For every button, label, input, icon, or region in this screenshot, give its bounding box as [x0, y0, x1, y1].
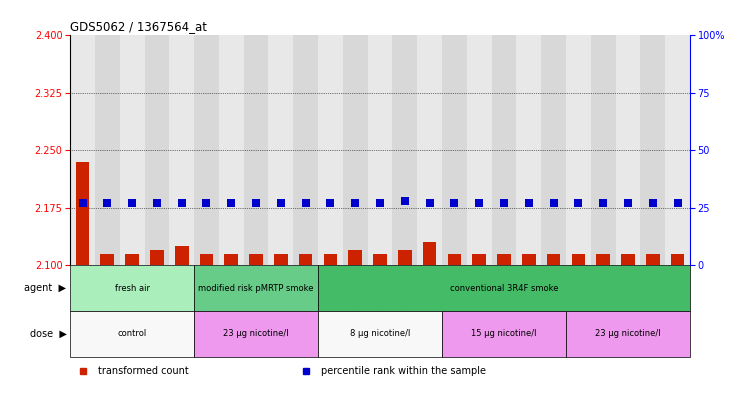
Bar — [572, 253, 585, 265]
Text: fresh air: fresh air — [114, 283, 150, 292]
Bar — [70, 35, 95, 265]
Bar — [70, 265, 194, 311]
Point — [374, 200, 386, 206]
Bar — [621, 253, 635, 265]
Point — [225, 200, 237, 206]
Bar — [566, 35, 591, 265]
Bar — [373, 253, 387, 265]
Bar — [95, 35, 120, 265]
Bar — [318, 35, 343, 265]
Point — [151, 200, 163, 206]
Point — [523, 200, 535, 206]
Bar — [194, 311, 318, 357]
Bar — [318, 265, 690, 311]
Bar — [100, 253, 114, 265]
Bar — [324, 253, 337, 265]
Text: modified risk pMRTP smoke: modified risk pMRTP smoke — [199, 283, 314, 292]
Text: 8 μg nicotine/l: 8 μg nicotine/l — [350, 329, 410, 338]
Point — [201, 200, 213, 206]
Bar — [398, 250, 412, 265]
Bar — [274, 253, 288, 265]
Point — [101, 200, 113, 206]
Bar — [169, 35, 194, 265]
Bar — [120, 35, 145, 265]
Point — [647, 200, 659, 206]
Bar — [318, 311, 442, 357]
Bar — [442, 311, 566, 357]
Point — [424, 200, 435, 206]
Text: dose  ▶: dose ▶ — [30, 329, 66, 339]
Bar — [175, 246, 188, 265]
Bar — [641, 35, 665, 265]
Bar — [76, 162, 89, 265]
Text: agent  ▶: agent ▶ — [24, 283, 66, 293]
Bar — [219, 35, 244, 265]
Point — [176, 200, 187, 206]
Point — [126, 200, 138, 206]
Bar — [70, 311, 194, 357]
Point — [399, 198, 411, 204]
Bar — [472, 253, 486, 265]
Point — [275, 200, 287, 206]
Text: percentile rank within the sample: percentile rank within the sample — [321, 366, 486, 376]
Point — [300, 200, 311, 206]
Point — [498, 200, 510, 206]
Text: 15 μg nicotine/l: 15 μg nicotine/l — [472, 329, 537, 338]
Bar — [150, 250, 164, 265]
Bar — [244, 35, 269, 265]
Bar — [442, 35, 467, 265]
Text: transformed count: transformed count — [98, 366, 189, 376]
Bar — [541, 35, 566, 265]
Point — [349, 200, 361, 206]
Bar — [293, 35, 318, 265]
Bar — [492, 35, 517, 265]
Point — [325, 200, 337, 206]
Text: 23 μg nicotine/l: 23 μg nicotine/l — [596, 329, 661, 338]
Bar — [224, 253, 238, 265]
Bar — [522, 253, 536, 265]
Bar — [467, 35, 492, 265]
Bar — [145, 35, 169, 265]
Bar — [671, 253, 684, 265]
Bar — [596, 253, 610, 265]
Point — [597, 200, 609, 206]
Text: control: control — [117, 329, 147, 338]
Bar — [299, 253, 312, 265]
Bar — [448, 253, 461, 265]
Bar — [591, 35, 615, 265]
Bar — [125, 253, 139, 265]
Point — [573, 200, 584, 206]
Text: 23 μg nicotine/l: 23 μg nicotine/l — [224, 329, 289, 338]
Bar — [566, 311, 690, 357]
Bar — [517, 35, 541, 265]
Bar — [547, 253, 560, 265]
Point — [622, 200, 634, 206]
Text: GDS5062 / 1367564_at: GDS5062 / 1367564_at — [70, 20, 207, 33]
Bar — [497, 253, 511, 265]
Bar — [665, 35, 690, 265]
Bar — [200, 253, 213, 265]
Point — [449, 200, 461, 206]
Point — [77, 200, 89, 206]
Bar — [646, 253, 660, 265]
Bar — [423, 242, 436, 265]
Point — [548, 200, 559, 206]
Bar — [249, 253, 263, 265]
Bar — [194, 265, 318, 311]
Point — [672, 200, 683, 206]
Bar — [343, 35, 368, 265]
Bar — [393, 35, 417, 265]
Bar — [194, 35, 219, 265]
Text: conventional 3R4F smoke: conventional 3R4F smoke — [449, 283, 559, 292]
Point — [250, 200, 262, 206]
Bar — [269, 35, 293, 265]
Bar — [368, 35, 393, 265]
Point — [473, 200, 485, 206]
Bar — [417, 35, 442, 265]
Bar — [615, 35, 641, 265]
Bar — [348, 250, 362, 265]
